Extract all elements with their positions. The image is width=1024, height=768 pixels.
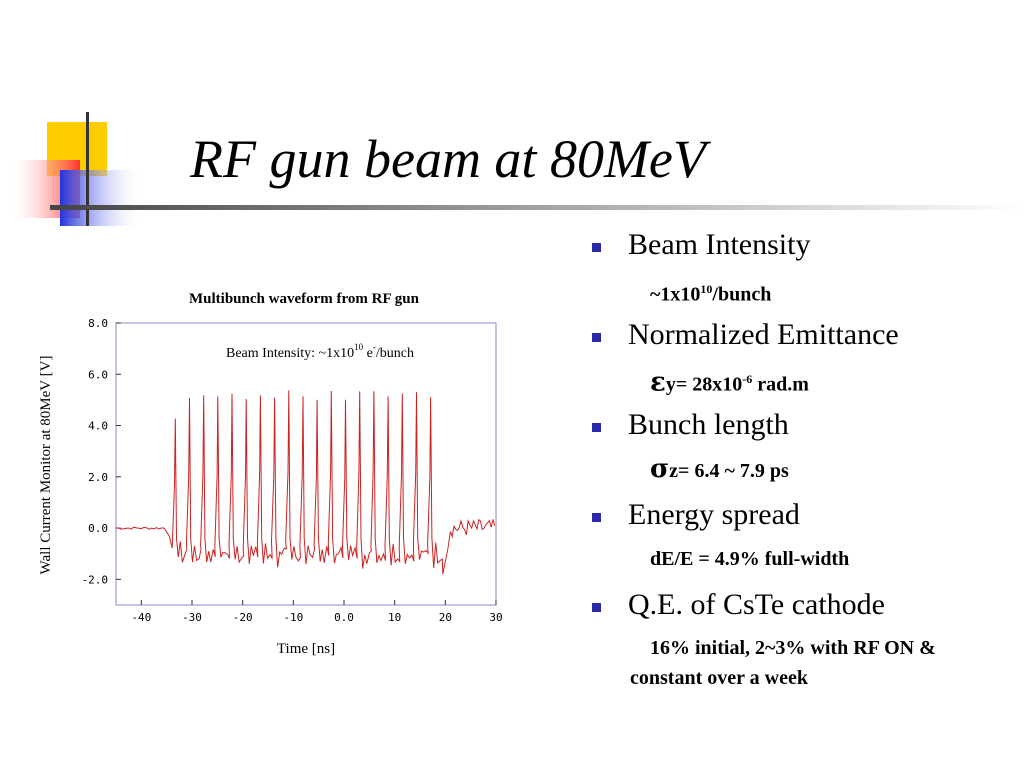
- bullet-item: Bunch length: [590, 408, 1010, 453]
- corner-decoration: [14, 112, 1024, 226]
- x-tick-label: -40: [131, 611, 151, 624]
- slide-title: RF gun beam at 80MeV: [190, 129, 706, 189]
- x-tick-label: -10: [283, 611, 303, 624]
- x-tick-label: 10: [388, 611, 401, 624]
- y-ticks: -2.0 0.0 2.0 4.0 6.0 8.0: [82, 317, 121, 586]
- blue-square: [60, 170, 140, 226]
- sigma-symbol: σ: [650, 454, 670, 484]
- bullet-marker: [592, 513, 601, 522]
- bullet-marker: [592, 423, 601, 432]
- waveform-chart: Multibunch waveform from RF gun Wall Cur…: [38, 291, 503, 657]
- epsilon-symbol: ε: [650, 367, 666, 398]
- bullet-heading: Normalized Emittance: [628, 318, 899, 351]
- bullet-marker: [592, 333, 601, 342]
- emittance-value: εy= 28x10-6 rad.m: [650, 367, 809, 398]
- energy-spread-value: dE/E = 4.9% full-width: [650, 548, 850, 570]
- chart-annotation: Beam Intensity: ~1x1010 e-/bunch: [226, 342, 414, 361]
- x-ticks: -40 -30 -20 -10 0.0 10 20 30: [131, 600, 503, 624]
- bullet-item: Energy spread: [590, 498, 1010, 543]
- vertical-rule: [86, 112, 89, 226]
- chart-title: Multibunch waveform from RF gun: [189, 291, 420, 307]
- x-tick-label: -30: [182, 611, 202, 624]
- x-tick-label: 20: [439, 611, 452, 624]
- plot-frame: [115, 322, 497, 606]
- bullet-marker: [592, 243, 601, 252]
- bullet-heading: Beam Intensity: [628, 228, 811, 261]
- y-tick-label: 2.0: [88, 471, 108, 484]
- bullet-heading: Q.E. of CsTe cathode: [628, 588, 885, 621]
- waveform-series-line: [115, 390, 496, 575]
- x-tick-label: 30: [489, 611, 502, 624]
- y-tick-label: 8.0: [88, 317, 108, 330]
- y-tick-label: 0.0: [88, 522, 108, 535]
- y-tick-label: 4.0: [88, 420, 108, 433]
- x-tick-label: -20: [233, 611, 253, 624]
- bullet-heading: Bunch length: [628, 408, 789, 441]
- bullet-item: Normalized Emittance: [590, 318, 1010, 363]
- bullet-item: Beam Intensity: [590, 228, 1010, 273]
- y-tick-label: -2.0: [82, 573, 109, 586]
- bunch-length-value: σz= 6.4 ~ 7.9 ps: [650, 454, 789, 484]
- qe-value: 16% initial, 2~3% with RF ON & constant …: [630, 637, 936, 689]
- horizontal-rule: [50, 205, 1024, 210]
- x-axis-label: Time [ns]: [277, 641, 335, 657]
- y-axis-label: Wall Current Monitor at 80MeV [V]: [38, 356, 54, 575]
- x-tick-label: 0.0: [334, 611, 354, 624]
- bullet-list: Beam Intensity ~1x1010/bunch Normalized …: [590, 228, 1010, 693]
- bullet-item: Q.E. of CsTe cathode: [590, 588, 1010, 633]
- bullet-marker: [592, 603, 601, 612]
- beam-intensity-value: ~1x1010/bunch: [650, 282, 772, 306]
- y-tick-label: 6.0: [88, 368, 108, 381]
- bullet-heading: Energy spread: [628, 498, 800, 531]
